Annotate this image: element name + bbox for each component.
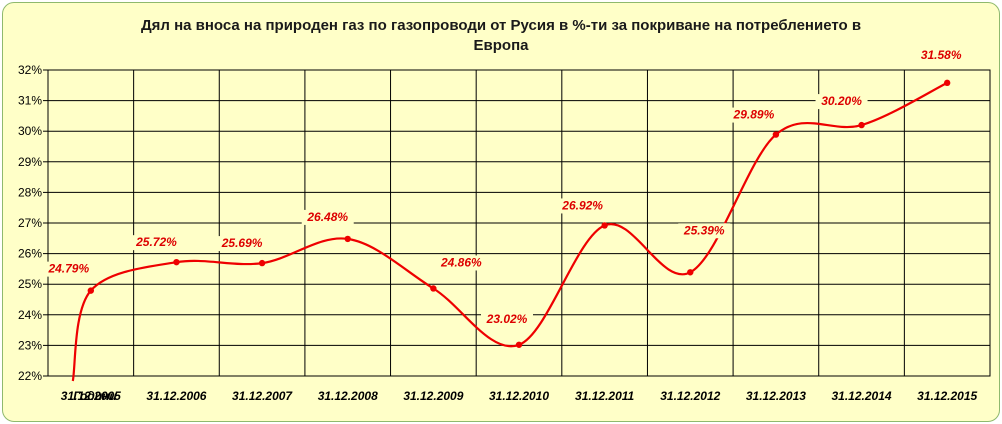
data-label: 26.92% (561, 198, 603, 212)
data-point (173, 258, 180, 266)
y-tick-label: 24% (18, 308, 42, 322)
data-label-bg (727, 107, 780, 123)
data-point (87, 287, 95, 294)
data-label: 23.02% (486, 312, 528, 326)
data-label: 26.48% (306, 210, 348, 224)
data-point (687, 269, 694, 276)
data-label: 24.86% (440, 255, 482, 269)
x-tick-label: 31.12.2006 (146, 389, 206, 403)
y-tick-label: 30% (18, 124, 42, 138)
x-tick-label: 31.12.2014 (832, 389, 892, 403)
data-label: 29.89% (733, 108, 775, 122)
data-label-bg (481, 311, 533, 327)
y-tick-label: 22% (18, 369, 42, 383)
y-tick-label: 31% (18, 94, 42, 108)
data-label-bg (42, 261, 95, 277)
y-tick-label: 26% (18, 247, 42, 261)
data-point (943, 79, 951, 87)
data-label: 30.20% (821, 94, 862, 108)
data-point (601, 222, 608, 229)
y-tick-label: 32% (18, 63, 42, 77)
x-tick-label: 31.12.2005 (61, 389, 121, 403)
x-tick-label: 31.12.2013 (746, 389, 806, 403)
x-tick-label: 31.12.2011 (575, 389, 634, 403)
x-tick-label: 31.12.2008 (318, 389, 378, 403)
data-label-bg (130, 235, 183, 251)
data-point (430, 285, 437, 292)
data-point (515, 341, 523, 348)
data-point (258, 259, 266, 267)
chart-title-line-1: Дял на вноса на природен газ по газопров… (140, 17, 862, 34)
x-tick-label: 31.12.2007 (232, 389, 293, 403)
x-tick-label: 31.12.2012 (660, 389, 720, 403)
chart-title-line-2: Европа (473, 37, 529, 54)
x-tick-label: 31.12.2009 (403, 389, 463, 403)
x-tick-label: 31.12.2015 (917, 389, 977, 403)
y-tick-label: 27% (18, 216, 42, 230)
data-label: 25.72% (135, 235, 177, 249)
data-label-bg (216, 236, 269, 252)
data-label-bg (915, 47, 968, 63)
data-label: 25.39% (683, 223, 725, 237)
chart-title: Дял на вноса на природен газ по газопров… (0, 16, 1002, 56)
data-label-bg (435, 255, 488, 271)
x-tick-label: 31.12.2010 (489, 389, 549, 403)
data-label: 25.69% (221, 236, 263, 250)
data-label-bg (815, 94, 868, 110)
data-label: 24.79% (47, 262, 89, 276)
y-tick-label: 25% (18, 277, 42, 291)
data-label: 31.58% (921, 48, 962, 62)
y-tick-label: 28% (18, 185, 42, 199)
y-tick-label: 23% (18, 338, 42, 352)
y-tick-label: 29% (18, 155, 42, 169)
data-label-bg (678, 223, 731, 239)
data-label-bg (556, 198, 609, 214)
x-axis-label: Години (73, 389, 117, 403)
data-point (858, 121, 865, 129)
data-label-bg (301, 209, 354, 225)
data-point (344, 235, 351, 243)
data-point (772, 131, 780, 138)
